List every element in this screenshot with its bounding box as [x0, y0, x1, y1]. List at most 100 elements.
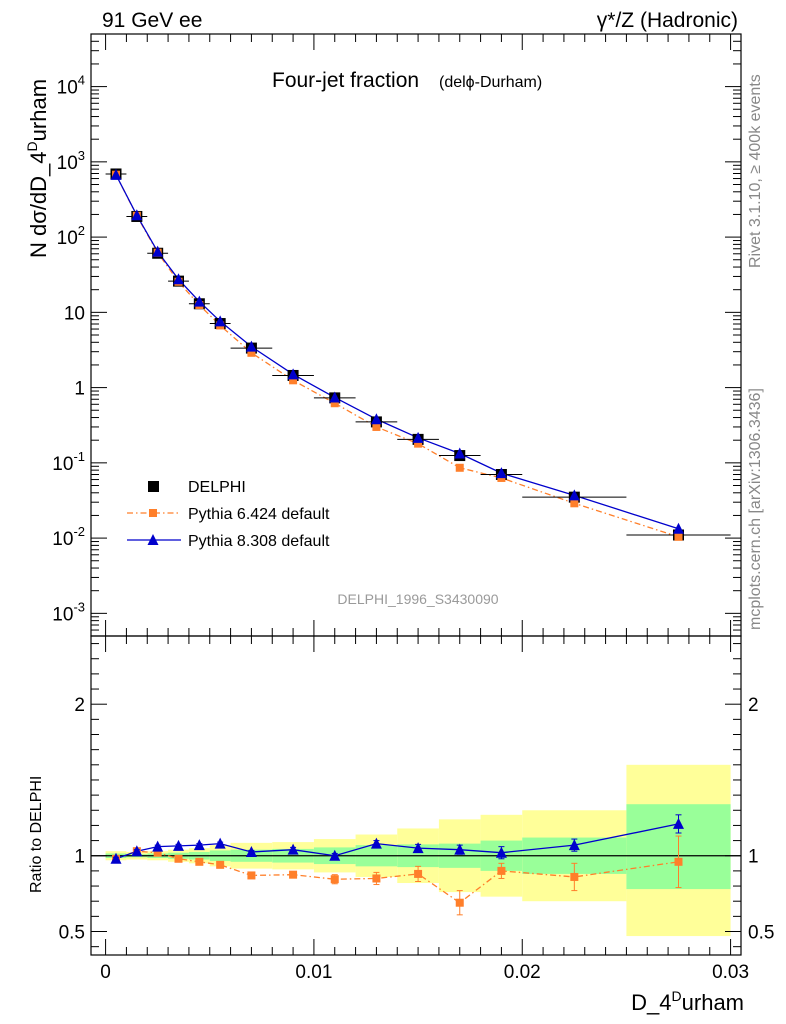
pythia8-ratio-point	[370, 837, 382, 849]
pythia8-point	[110, 168, 122, 180]
y-tick-label-base: 10	[57, 228, 78, 249]
pythia8-point	[495, 467, 507, 479]
y-tick-label-base: 10	[57, 78, 78, 99]
pythia8-ratio-point	[173, 839, 184, 851]
pythia6-point	[330, 399, 339, 408]
y-tick-label-exp: -2	[73, 524, 85, 539]
x-tick-label: 0.01	[295, 962, 332, 983]
ratio-tick-label-right: 1	[748, 847, 759, 868]
pythia6-point	[414, 439, 423, 448]
pythia8-ratio-point	[568, 839, 580, 851]
pythia6-ratio-point	[216, 860, 225, 869]
y-tick-label: 10-2	[52, 524, 85, 550]
y-axis-label-main: N dσ/dD_4	[26, 151, 51, 258]
pythia8-ratio-point	[110, 852, 122, 864]
y-tick-label: 10-1	[52, 449, 85, 475]
pythia8-point	[193, 295, 205, 307]
pythia8-point	[568, 489, 580, 501]
y-tick-label: 103	[57, 148, 85, 174]
pythia6-ratio-point	[570, 872, 579, 881]
x-axis-label-tail: urham	[682, 990, 744, 1015]
pythia6-point	[289, 376, 298, 385]
y-tick-label-exp: 4	[78, 73, 85, 88]
pythia6-ratio-point	[153, 848, 162, 857]
pythia8-ratio-point	[193, 839, 205, 851]
pythia8-ratio-point	[495, 846, 507, 858]
pythia8-ratio-point	[329, 849, 341, 861]
pythia8-ratio-point	[245, 845, 257, 857]
pythia6-ratio-point	[674, 857, 683, 866]
pythia6-ratio-point	[455, 898, 464, 907]
y-tick-label: 104	[57, 73, 85, 99]
ratio-tick-label-right: 2	[748, 695, 759, 716]
pythia6-ratio-point	[497, 866, 506, 875]
legend-delphi-marker	[148, 481, 159, 492]
pythia6-point	[674, 532, 683, 541]
pythia8-line	[115, 174, 679, 530]
y-tick-label-base: 10	[52, 529, 73, 550]
y-tick-label: 10	[64, 303, 85, 324]
pythia6-point	[372, 422, 381, 431]
pythia6-point	[570, 499, 579, 508]
y-tick-label-base: 10	[52, 454, 73, 475]
pythia6-ratio-point	[330, 875, 339, 884]
pythia8-point	[287, 368, 299, 380]
y-tick-label: 1	[74, 379, 85, 400]
pythia8-ratio-point	[287, 843, 299, 855]
legend-pythia8-marker	[147, 534, 159, 545]
legend-pythia6-marker	[149, 509, 157, 517]
pythia8-point	[245, 340, 257, 352]
header-left: 91 GeV ee	[102, 9, 202, 33]
x-tick-label: 0.03	[712, 962, 749, 983]
y-axis-label-sup: D	[24, 141, 40, 151]
pythia8-ratio-point	[214, 837, 226, 849]
pythia8-ratio-point	[131, 845, 143, 857]
pythia8-point	[412, 431, 424, 443]
series-layer	[105, 168, 731, 541]
ratio-y-axis-label: Ratio to DELPHI	[28, 776, 45, 893]
y-tick-label: 10-3	[52, 599, 85, 625]
pythia6-ratio-line	[115, 850, 679, 904]
pythia8-point	[214, 315, 226, 327]
pythia8-point	[173, 273, 184, 285]
pythia6-ratio-point	[174, 854, 183, 863]
pythia6-point	[455, 463, 464, 472]
pythia8-ratio-point	[152, 840, 164, 852]
x-axis-label-sup: D	[672, 988, 682, 1004]
pythia6-point	[247, 348, 256, 357]
x-tick-label: 0.02	[504, 962, 541, 983]
ratio-tick-label: 2	[74, 695, 85, 716]
pythia8-ratio-point	[454, 843, 466, 855]
y-axis-label-tail: urham	[26, 79, 51, 141]
pythia6-ratio-point	[289, 870, 298, 879]
legend-pythia6-label: Pythia 6.424 default	[188, 506, 330, 523]
chart-title: Four-jet fraction	[272, 69, 419, 92]
y-tick-label: 102	[57, 223, 85, 249]
ratio-tick-label: 1	[74, 847, 85, 868]
pythia6-ratio-point	[414, 869, 423, 878]
pythia6-ratio-point	[195, 857, 204, 866]
pythia8-ratio-point	[673, 817, 684, 829]
y-tick-label-exp: -1	[73, 449, 85, 464]
y-tick-label-exp: 3	[78, 148, 85, 163]
ratio-tick-label: 0.5	[59, 923, 85, 944]
pythia8-point	[454, 447, 466, 459]
analysis-watermark: DELPHI_1996_S3430090	[337, 591, 498, 607]
pythia8-point	[329, 391, 341, 403]
legend-delphi-label: DELPHI	[188, 479, 246, 496]
y-tick-label-base: 10	[57, 153, 78, 174]
pythia8-point	[673, 522, 684, 534]
pythia6-ratio-point	[372, 874, 381, 883]
x-axis-label: D_4Durham	[631, 988, 744, 1015]
pythia8-ratio-point	[412, 842, 424, 854]
ratio-tick-label-right: 0.5	[748, 923, 774, 944]
header-left-text: 91 GeV ee	[102, 9, 203, 32]
x-axis-label-main: D_4	[631, 990, 671, 1015]
y-tick-label-exp: -3	[73, 599, 85, 614]
x-tick-label: 0	[100, 962, 111, 983]
pythia6-ratio-point	[247, 871, 256, 880]
header-right-text: γ*/Z (Hadronic)	[596, 9, 738, 32]
svg-text:N dσ/dD_4Durham: N dσ/dD_4Durham	[24, 79, 51, 258]
